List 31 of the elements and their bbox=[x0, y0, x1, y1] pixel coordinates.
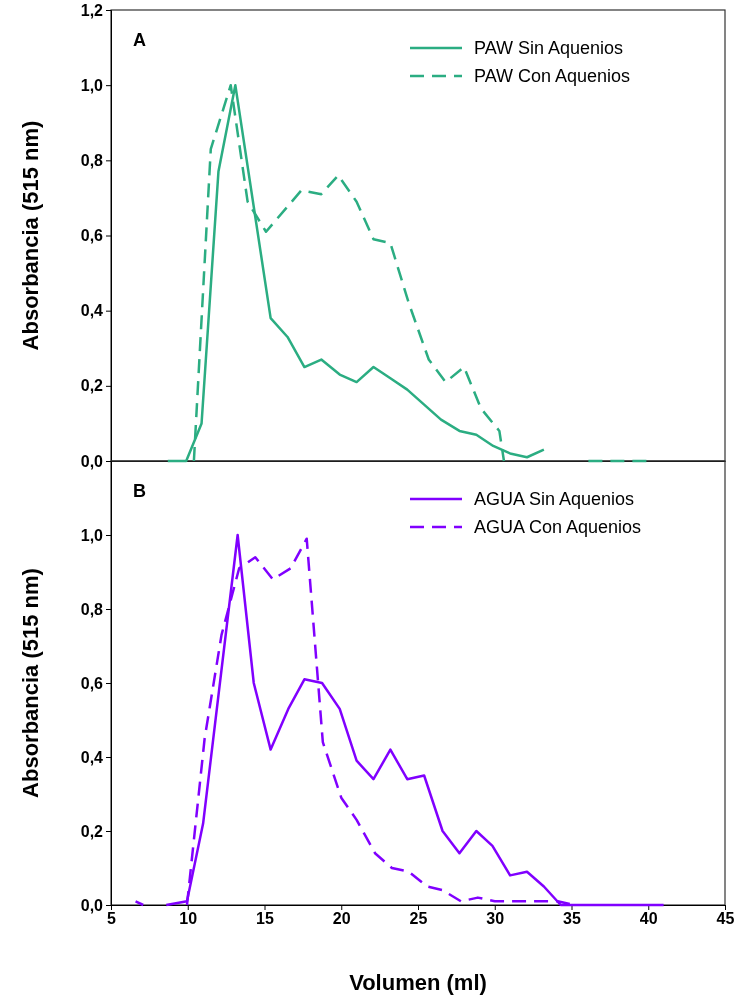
y-tick-label: 1,0 bbox=[80, 76, 104, 94]
legend-label: PAW Con Aquenios bbox=[474, 66, 631, 86]
x-tick-label: 15 bbox=[256, 910, 274, 928]
legend-label: PAW Sin Aquenios bbox=[474, 38, 624, 58]
legend-label: AGUA Con Aquenios bbox=[474, 517, 642, 537]
x-tick-label: 5 bbox=[107, 910, 117, 928]
y-tick-label: 0,4 bbox=[80, 748, 104, 766]
y-tick-label: 0,0 bbox=[80, 896, 104, 914]
y-tick-label: 0,0 bbox=[80, 452, 104, 470]
y-tick-label: 0,6 bbox=[80, 674, 104, 692]
x-axis-title: Volumen (ml) bbox=[349, 970, 487, 995]
x-tick-label: 20 bbox=[332, 910, 351, 928]
y-tick-label: 0,8 bbox=[80, 151, 104, 169]
y-tick-label: 1,2 bbox=[80, 1, 104, 19]
x-tick-label: 40 bbox=[639, 910, 658, 928]
x-tick-label: 25 bbox=[409, 910, 428, 928]
y-axis-title: Absorbancia (515 nm) bbox=[18, 568, 43, 798]
legend-label: AGUA Sin Aquenios bbox=[474, 489, 635, 509]
x-tick-label: 45 bbox=[716, 910, 735, 928]
y-axis-title: Absorbancia (515 nm) bbox=[18, 120, 43, 351]
y-tick-label: 0,6 bbox=[80, 227, 104, 245]
y-tick-label: 1,0 bbox=[80, 526, 104, 544]
y-tick-label: 0,2 bbox=[80, 377, 104, 395]
y-tick-label: 0,8 bbox=[80, 600, 104, 618]
y-tick-label: 0,2 bbox=[80, 822, 104, 840]
annotation: B bbox=[133, 481, 146, 501]
x-tick-label: 10 bbox=[179, 910, 198, 928]
x-tick-label: 35 bbox=[563, 910, 581, 928]
x-tick-label: 30 bbox=[486, 910, 505, 928]
annotation: A bbox=[133, 30, 146, 50]
y-tick-label: 0,4 bbox=[80, 302, 104, 320]
